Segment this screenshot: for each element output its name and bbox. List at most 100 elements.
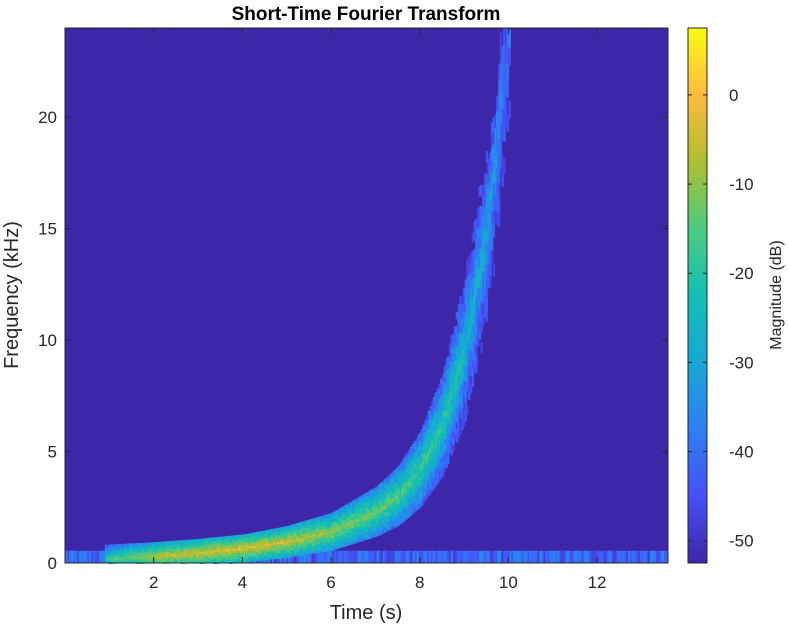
chirp-cell [127,558,131,561]
chirp-cell [410,500,413,505]
chirp-cell [408,505,411,510]
chirp-cell [285,544,289,547]
chirp-cell [389,500,392,504]
chirp-cell [336,532,340,535]
chirp-cell [257,542,261,545]
chirp-cell [303,542,306,545]
chirp-cell [194,540,197,543]
chirp-cell [168,546,171,550]
chirp-cell [373,500,376,504]
chirp-cell [187,542,190,545]
chirp-cell [489,226,492,239]
chirp-cell [269,551,273,554]
chirp-cell [469,253,473,263]
chirp-cell [366,521,369,525]
chirp-cell [180,548,183,551]
chirp-cell [229,553,233,556]
chirp-cell [438,470,441,477]
chirp-cell [378,502,382,506]
chirp-cell [289,535,292,538]
chirp-cell [306,550,310,553]
chirp-cell [232,549,236,552]
chirp-cell [401,518,404,523]
chirp-cell [239,543,243,546]
chirp-cell [429,447,432,453]
chirp-cell [382,491,385,495]
chirp-cell [425,441,429,447]
chirp-cell [236,550,240,554]
chirp-cell [371,524,375,528]
chirp-cell [236,561,240,564]
chirp-cell [232,561,236,564]
chirp-cell [311,525,315,529]
chirp-cell [311,551,315,554]
chirp-cell [292,549,296,552]
chirp-cell [403,507,406,512]
chirp-cell [343,511,347,515]
chirp-cell [289,545,292,548]
chirp-cell [348,522,352,526]
noise-floor-cell [450,550,454,563]
chirp-cell [454,353,457,361]
chirp-cell [434,421,438,428]
chirp-cell [311,545,315,549]
noise-floor-cell [101,550,104,563]
chirp-cell [350,501,354,505]
chirp-cell [141,555,145,558]
chirp-cell [187,552,190,555]
chirp-cell [445,438,448,446]
chirp-cell [164,548,168,551]
chirp-cell [404,458,408,463]
chirp-cell [224,549,227,552]
chirp-cell [241,554,245,557]
chirp-cell [366,526,369,530]
chirp-cell [373,490,376,494]
chirp-cell [499,32,503,48]
chirp-cell [285,539,289,542]
chirp-cell [268,534,271,537]
chirp-cell [436,462,440,469]
chirp-cell [278,533,282,537]
chirp-cell [455,353,459,361]
chirp-cell [294,523,297,526]
chirp-cell [348,526,352,530]
chirp-cell [413,489,417,494]
chirp-cell [438,439,441,446]
chirp-cell [304,529,308,532]
chirp-cell [371,509,375,513]
chirp-cell [268,557,271,560]
chirp-cell [187,559,190,563]
chirp-cell [331,534,334,537]
chirp-cell [364,498,368,502]
chirp-cell [492,196,496,211]
chirp-cell [341,534,345,537]
chirp-cell [431,429,434,435]
chirp-cell [459,397,462,406]
chirp-cell [297,551,301,555]
noise-floor-cell [65,550,68,563]
chirp-cell [238,542,241,545]
chirp-cell [290,528,294,531]
chirp-cell [378,531,382,536]
chirp-cell [404,492,408,496]
chirp-cell [452,385,455,393]
chirp-cell [201,540,204,543]
chirp-cell [445,375,448,383]
chirp-cell [346,523,350,526]
chirp-cell [411,443,415,449]
chirp-cell [397,500,401,504]
chirp-cell [468,323,471,333]
chirp-cell [154,561,157,564]
chirp-cell [294,550,297,554]
chirp-cell [180,540,183,543]
chirp-cell [357,518,361,522]
chirp-cell [261,537,264,540]
chirp-cell [394,499,397,504]
chirp-cell [132,550,136,553]
chirp-cell [464,412,468,422]
chirp-cell [175,544,178,548]
chirp-cell [266,549,269,553]
chirp-cell [310,542,313,545]
chirp-cell [264,547,268,550]
chirp-cell [375,497,378,501]
